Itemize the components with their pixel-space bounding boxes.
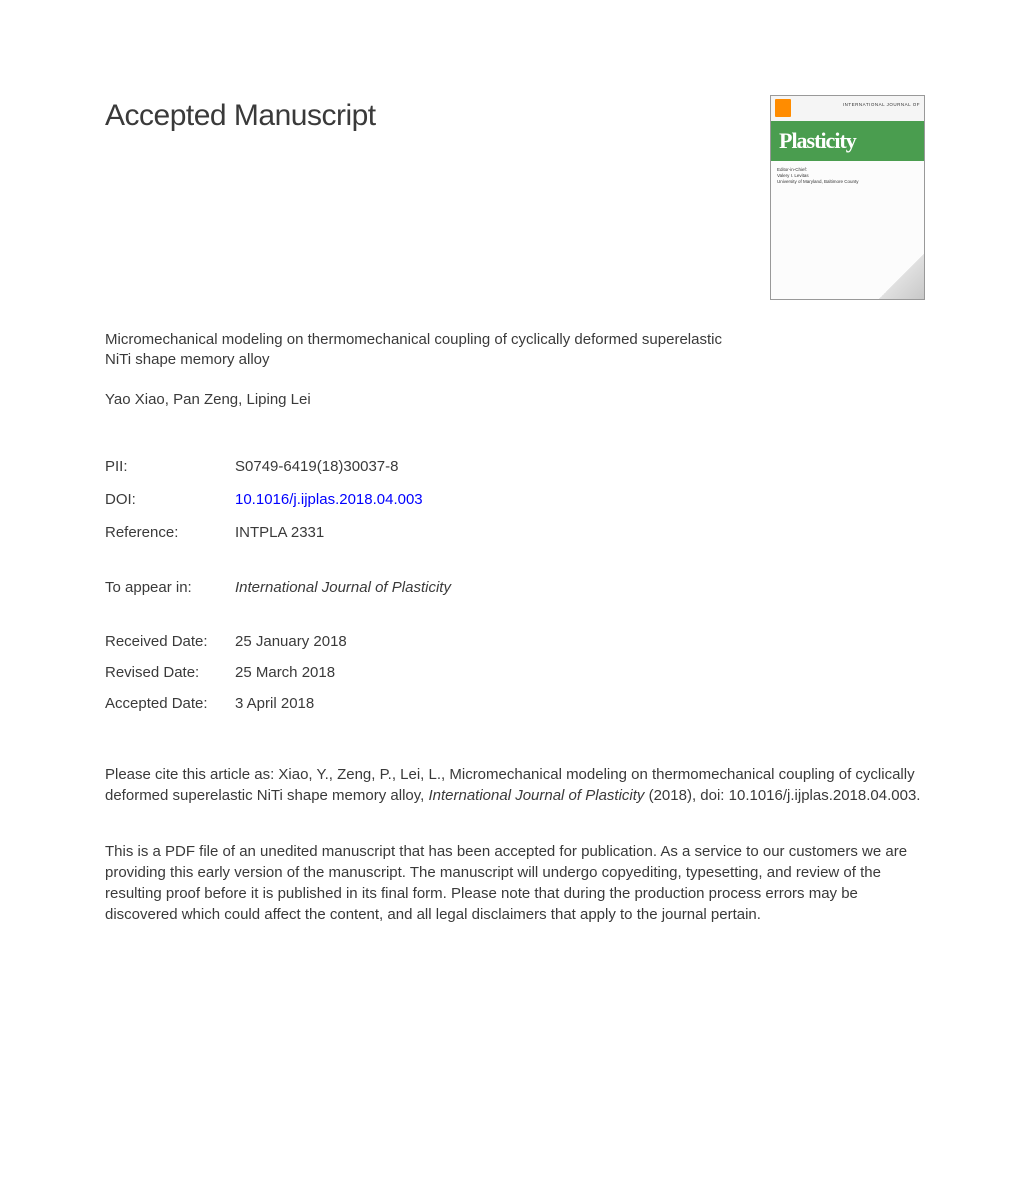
- metadata-table: PII: S0749-6419(18)30037-8 DOI: 10.1016/…: [105, 450, 423, 549]
- metadata-row-appear: To appear in: International Journal of P…: [105, 571, 451, 604]
- citation-block: Please cite this article as: Xiao, Y., Z…: [105, 764, 925, 806]
- cover-body: Editor-in-Chief: Valery I. Levitas Unive…: [771, 161, 924, 191]
- received-value: 25 January 2018: [235, 626, 347, 657]
- accepted-manuscript-heading: Accepted Manuscript: [105, 95, 376, 137]
- article-title: Micromechanical modeling on thermomechan…: [105, 330, 745, 371]
- authors-list: Yao Xiao, Pan Zeng, Liping Lei: [105, 389, 925, 410]
- dates-row-received: Received Date: 25 January 2018: [105, 626, 347, 657]
- cover-journal-title: Plasticity: [779, 126, 856, 157]
- reference-label: Reference:: [105, 516, 235, 549]
- elsevier-logo-icon: [775, 99, 791, 117]
- appear-journal-name: International Journal of Plasticity: [235, 579, 451, 596]
- dates-row-accepted: Accepted Date: 3 April 2018: [105, 688, 347, 719]
- citation-journal: International Journal of Plasticity: [428, 787, 644, 804]
- metadata-row-reference: Reference: INTPLA 2331: [105, 516, 423, 549]
- cover-journal-label: INTERNATIONAL JOURNAL OF: [843, 102, 920, 108]
- cover-fold-corner-icon: [879, 254, 924, 299]
- appear-table: To appear in: International Journal of P…: [105, 571, 451, 604]
- doi-link[interactable]: 10.1016/j.ijplas.2018.04.003: [235, 491, 423, 508]
- reference-value: INTPLA 2331: [235, 516, 423, 549]
- revised-label: Revised Date:: [105, 657, 235, 688]
- citation-suffix: (2018), doi: 10.1016/j.ijplas.2018.04.00…: [644, 787, 920, 804]
- accepted-label: Accepted Date:: [105, 688, 235, 719]
- metadata-row-pii: PII: S0749-6419(18)30037-8: [105, 450, 423, 483]
- appear-label: To appear in:: [105, 571, 235, 604]
- metadata-row-doi: DOI: 10.1016/j.ijplas.2018.04.003: [105, 483, 423, 516]
- revised-value: 25 March 2018: [235, 657, 347, 688]
- pii-value: S0749-6419(18)30037-8: [235, 450, 423, 483]
- doi-label: DOI:: [105, 483, 235, 516]
- pii-label: PII:: [105, 450, 235, 483]
- disclaimer-text: This is a PDF file of an unedited manusc…: [105, 841, 925, 925]
- cover-title-band: Plasticity: [771, 121, 924, 161]
- dates-table: Received Date: 25 January 2018 Revised D…: [105, 626, 347, 719]
- accepted-value: 3 April 2018: [235, 688, 347, 719]
- dates-row-revised: Revised Date: 25 March 2018: [105, 657, 347, 688]
- cover-header: INTERNATIONAL JOURNAL OF: [771, 96, 924, 121]
- received-label: Received Date:: [105, 626, 235, 657]
- cover-editor-affiliation: University of Maryland, Baltimore County: [777, 179, 918, 185]
- journal-cover-thumbnail: INTERNATIONAL JOURNAL OF Plasticity Edit…: [770, 95, 925, 300]
